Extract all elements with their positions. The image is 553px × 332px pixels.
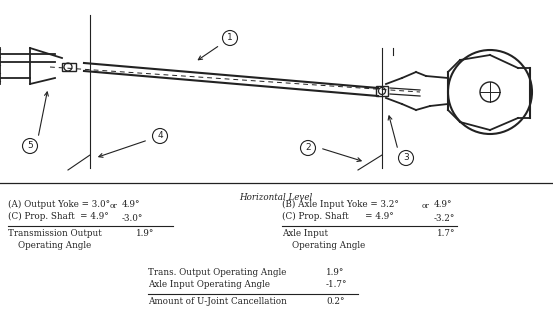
Text: Operating Angle: Operating Angle (18, 241, 91, 250)
Text: Operating Angle: Operating Angle (292, 241, 365, 250)
Text: 1.9°: 1.9° (136, 229, 154, 238)
Text: Axle Input: Axle Input (282, 229, 328, 238)
Text: Axle Input Operating Angle: Axle Input Operating Angle (148, 280, 270, 289)
Text: 4: 4 (157, 131, 163, 140)
Text: 0.2°: 0.2° (326, 297, 345, 306)
Text: 5: 5 (27, 141, 33, 150)
Text: (B) Axle Input Yoke = 3.2°: (B) Axle Input Yoke = 3.2° (282, 200, 399, 209)
Text: (C) Prop. Shaft  = 4.9°: (C) Prop. Shaft = 4.9° (8, 212, 109, 221)
Text: 4.9°: 4.9° (122, 200, 140, 209)
Text: 1: 1 (227, 34, 233, 42)
Text: or: or (422, 202, 430, 210)
Text: 3: 3 (403, 153, 409, 162)
Text: -3.2°: -3.2° (434, 214, 455, 223)
Bar (376, 86, 388, 96)
Text: -1.7°: -1.7° (326, 280, 347, 289)
Text: 4.9°: 4.9° (434, 200, 452, 209)
Text: or: or (110, 202, 118, 210)
Text: Horizontal Level: Horizontal Level (239, 193, 312, 202)
Text: -3.0°: -3.0° (122, 214, 143, 223)
Text: 1.7°: 1.7° (437, 229, 456, 238)
Text: (A) Output Yoke = 3.0°: (A) Output Yoke = 3.0° (8, 200, 110, 209)
Bar (62, 63, 76, 71)
Text: 1.9°: 1.9° (326, 268, 345, 277)
Text: Trans. Output Operating Angle: Trans. Output Operating Angle (148, 268, 286, 277)
Text: 2: 2 (305, 143, 311, 152)
Text: Amount of U-Joint Cancellation: Amount of U-Joint Cancellation (148, 297, 287, 306)
Text: (C) Prop. Shaft      = 4.9°: (C) Prop. Shaft = 4.9° (282, 212, 394, 221)
Text: Transmission Output: Transmission Output (8, 229, 102, 238)
